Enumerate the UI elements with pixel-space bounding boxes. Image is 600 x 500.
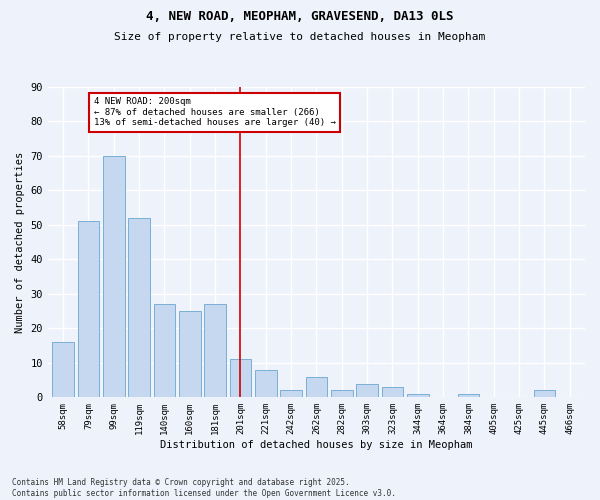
Bar (458, 394, 479, 398)
Bar (407, 394, 428, 398)
Text: Size of property relative to detached houses in Meopham: Size of property relative to detached ho… (115, 32, 485, 42)
Bar (230, 360, 251, 398)
Bar (280, 390, 302, 398)
Text: Contains HM Land Registry data © Crown copyright and database right 2025.
Contai: Contains HM Land Registry data © Crown c… (12, 478, 396, 498)
X-axis label: Distribution of detached houses by size in Meopham: Distribution of detached houses by size … (160, 440, 473, 450)
Bar (255, 370, 277, 398)
Bar (331, 390, 353, 398)
Text: 4 NEW ROAD: 200sqm
← 87% of detached houses are smaller (266)
13% of semi-detach: 4 NEW ROAD: 200sqm ← 87% of detached hou… (94, 98, 335, 127)
Bar (103, 156, 125, 398)
Bar (128, 218, 150, 398)
Bar (52, 342, 74, 398)
Text: 4, NEW ROAD, MEOPHAM, GRAVESEND, DA13 0LS: 4, NEW ROAD, MEOPHAM, GRAVESEND, DA13 0L… (146, 10, 454, 23)
Bar (154, 304, 175, 398)
Bar (205, 304, 226, 398)
Bar (382, 387, 403, 398)
Bar (179, 311, 200, 398)
Bar (305, 376, 327, 398)
Bar (356, 384, 378, 398)
Bar (77, 222, 99, 398)
Bar (533, 390, 555, 398)
Y-axis label: Number of detached properties: Number of detached properties (15, 152, 25, 333)
